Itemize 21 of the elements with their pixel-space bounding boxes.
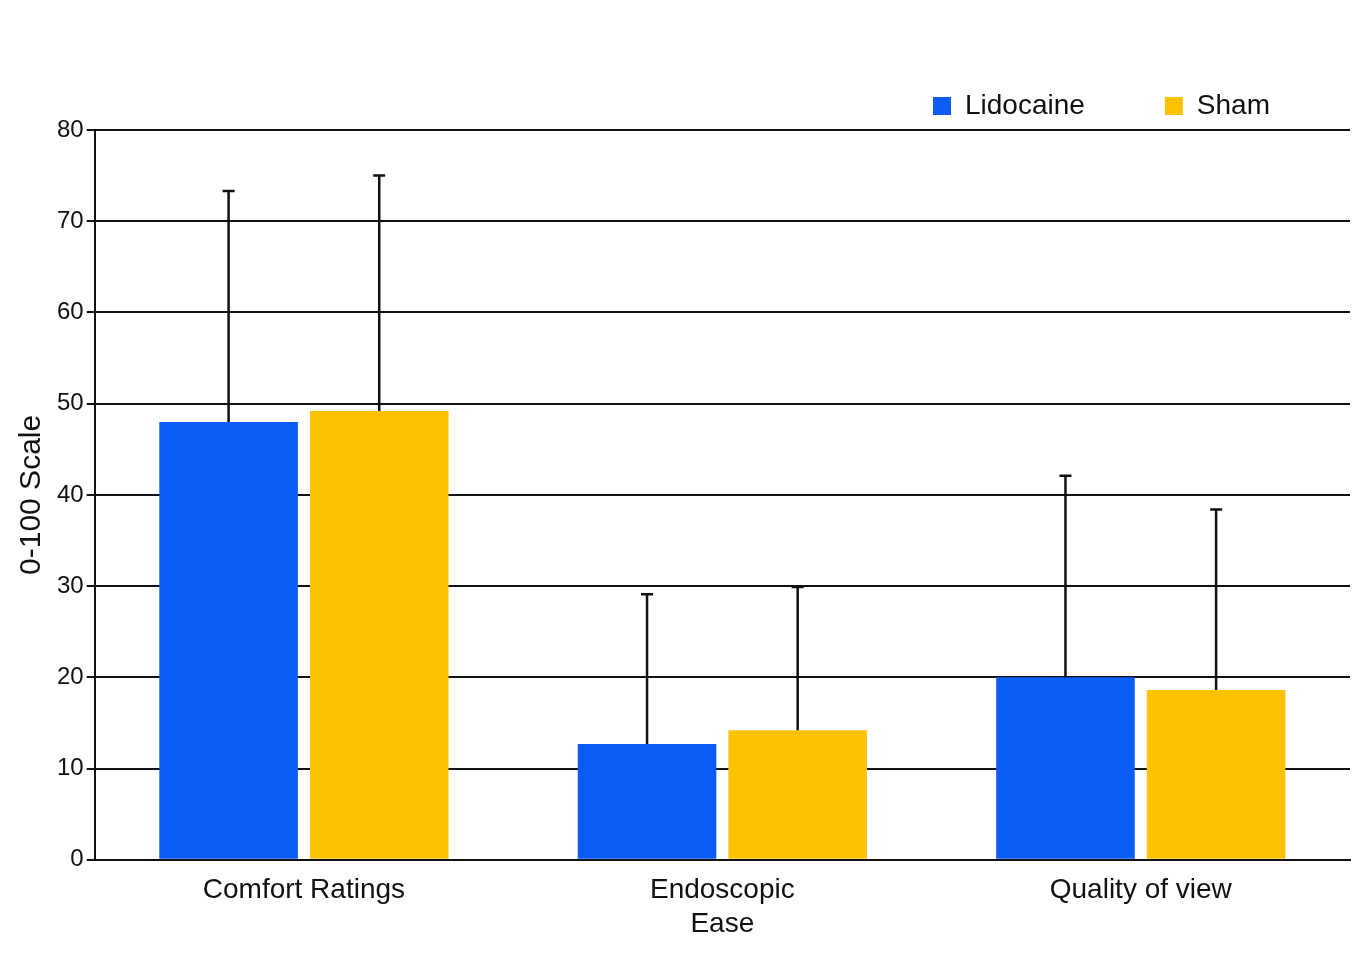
- y-tick-label: 40: [56, 479, 84, 507]
- y-tick-label: 0: [70, 844, 84, 872]
- y-tick-label: 20: [56, 661, 84, 689]
- x-tick-label: Comfort Ratings: [202, 873, 406, 905]
- bar: [309, 410, 449, 859]
- y-tick-label: 60: [56, 297, 84, 325]
- y-tick-label: 50: [56, 388, 84, 416]
- bar: [577, 743, 717, 859]
- legend-label: Sham: [1196, 88, 1271, 120]
- y-axis-title: 0-100 Scale: [13, 414, 47, 575]
- x-tick-label: Quality of view: [1049, 873, 1233, 905]
- bar: [159, 421, 298, 859]
- y-tick-label: 10: [56, 753, 84, 781]
- y-tick-label: 70: [56, 205, 84, 233]
- bar: [728, 730, 867, 859]
- bar: [1146, 690, 1286, 859]
- y-tick-label: 30: [56, 570, 84, 598]
- legend-label: Lidocaine: [964, 88, 1085, 120]
- x-tick-label: Endoscopic Ease: [649, 873, 795, 938]
- y-tick-label: 80: [56, 114, 84, 142]
- bar: [996, 677, 1135, 859]
